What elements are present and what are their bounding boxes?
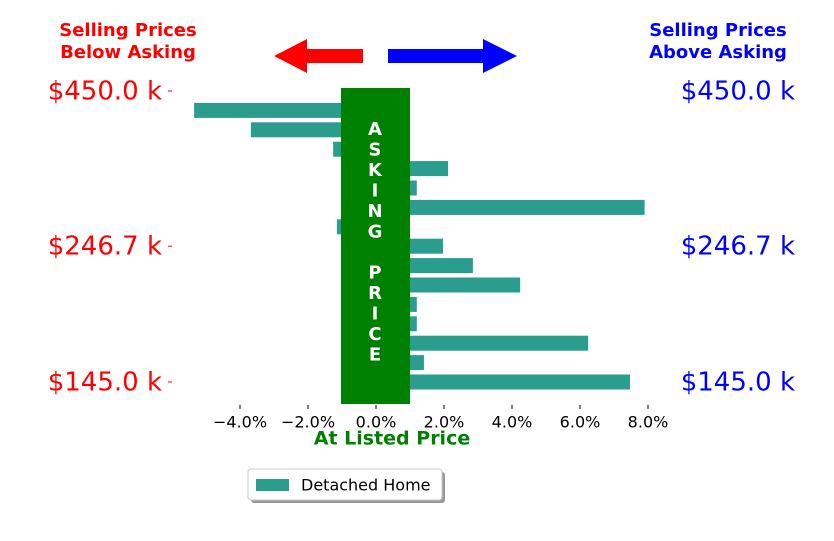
right-arrow xyxy=(388,39,517,73)
legend-box xyxy=(247,468,443,501)
legend-label: Detached Home xyxy=(301,476,431,495)
legend: Detached Home xyxy=(247,468,445,503)
plot-area xyxy=(194,102,645,390)
left-annotation: Selling Prices xyxy=(59,20,196,41)
legend-swatch xyxy=(256,479,289,491)
y-tick-label-right: $246.7 k xyxy=(681,232,795,262)
x-axis-label: At Listed Price xyxy=(314,428,470,450)
x-tick-label: 0.0% xyxy=(356,413,397,432)
y-tick-label-right: $450.0 k xyxy=(681,77,795,107)
y-tick-label-left: $246.7 k xyxy=(48,232,162,262)
x-tick-label: −2.0% xyxy=(281,413,335,432)
bar xyxy=(376,277,521,293)
bar xyxy=(376,199,645,215)
y-tick-label-left: $145.0 k xyxy=(48,368,162,398)
x-tick-label: 4.0% xyxy=(492,413,533,432)
y-tick-label-left: $450.0 k xyxy=(48,77,162,107)
bar xyxy=(376,374,630,390)
left-arrow xyxy=(274,39,363,73)
right-annotation: Above Asking xyxy=(649,42,787,63)
x-tick-label: 8.0% xyxy=(628,413,669,432)
bar xyxy=(194,102,376,118)
x-tick-label: −4.0% xyxy=(213,413,267,432)
x-tick-label: 6.0% xyxy=(560,413,601,432)
right-annotation: Selling Prices xyxy=(649,20,786,41)
asking-price-band xyxy=(341,88,410,404)
y-tick-label-right: $145.0 k xyxy=(681,368,795,398)
left-annotation: Below Asking xyxy=(60,42,196,63)
x-tick-label: 2.0% xyxy=(424,413,465,432)
bar xyxy=(376,335,589,351)
